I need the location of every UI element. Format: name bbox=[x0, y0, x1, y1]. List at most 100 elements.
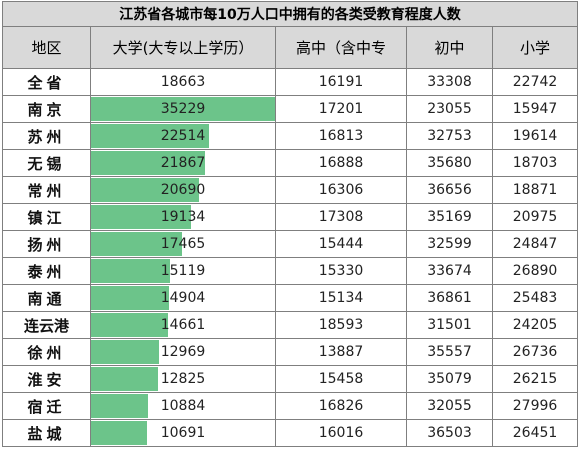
university-cell: 19134 bbox=[90, 203, 276, 231]
table-row: 镇江 19134 17308 35169 20975 bbox=[2, 203, 579, 231]
university-cell: 18663 bbox=[90, 68, 276, 96]
high-school-cell: 17308 bbox=[275, 203, 407, 231]
primary-school-cell: 18871 bbox=[491, 176, 579, 204]
university-value: 10884 bbox=[160, 398, 206, 414]
region-cell: 常州 bbox=[2, 176, 91, 204]
middle-school-cell: 35557 bbox=[406, 338, 493, 366]
header-middle-school: 初中 bbox=[406, 26, 493, 69]
high-school-cell: 18593 bbox=[275, 311, 407, 339]
table-row: 连云港 14661 18593 31501 24205 bbox=[2, 311, 579, 339]
table-row: 南通 14904 15134 36861 25483 bbox=[2, 284, 579, 312]
university-cell: 12825 bbox=[90, 365, 276, 393]
primary-school-cell: 26890 bbox=[491, 257, 579, 285]
university-value: 18663 bbox=[160, 74, 206, 90]
university-cell: 35229 bbox=[90, 95, 276, 123]
university-value: 12969 bbox=[160, 344, 206, 360]
middle-school-cell: 32599 bbox=[406, 230, 493, 258]
high-school-cell: 16813 bbox=[275, 122, 407, 150]
data-bar bbox=[91, 178, 200, 202]
high-school-cell: 15444 bbox=[275, 230, 407, 258]
high-school-cell: 16826 bbox=[275, 392, 407, 420]
table-row: 宿迁 10884 16826 32055 27996 bbox=[2, 392, 579, 420]
table-row: 泰州 15119 15330 33674 26890 bbox=[2, 257, 579, 285]
table-row: 全省 18663 16191 33308 22742 bbox=[2, 68, 579, 96]
university-value: 14661 bbox=[160, 317, 206, 333]
region-cell: 连云港 bbox=[2, 311, 91, 339]
region-cell: 南京 bbox=[2, 95, 91, 123]
middle-school-cell: 36656 bbox=[406, 176, 493, 204]
middle-school-cell: 35169 bbox=[406, 203, 493, 231]
primary-school-cell: 26736 bbox=[491, 338, 579, 366]
primary-school-cell: 24205 bbox=[491, 311, 579, 339]
high-school-cell: 15134 bbox=[275, 284, 407, 312]
university-cell: 15119 bbox=[90, 257, 276, 285]
primary-school-cell: 18703 bbox=[491, 149, 579, 177]
middle-school-cell: 32055 bbox=[406, 392, 493, 420]
middle-school-cell: 35680 bbox=[406, 149, 493, 177]
high-school-cell: 16191 bbox=[275, 68, 407, 96]
middle-school-cell: 36861 bbox=[406, 284, 493, 312]
university-cell: 21867 bbox=[90, 149, 276, 177]
university-value: 12825 bbox=[160, 371, 206, 387]
university-cell: 10884 bbox=[90, 392, 276, 420]
middle-school-cell: 33674 bbox=[406, 257, 493, 285]
data-bar bbox=[91, 394, 148, 418]
primary-school-cell: 15947 bbox=[491, 95, 579, 123]
primary-school-cell: 24847 bbox=[491, 230, 579, 258]
table-row: 盐城 10691 16016 36503 26451 bbox=[2, 419, 579, 447]
university-value: 15119 bbox=[160, 263, 206, 279]
primary-school-cell: 26215 bbox=[491, 365, 579, 393]
high-school-cell: 15330 bbox=[275, 257, 407, 285]
data-bar bbox=[91, 340, 159, 364]
middle-school-cell: 31501 bbox=[406, 311, 493, 339]
table-row: 徐州 12969 13887 35557 26736 bbox=[2, 338, 579, 366]
table-row: 扬州 17465 15444 32599 24847 bbox=[2, 230, 579, 258]
header-row: 地区 大学(大专以上学历） 高中（含中专 初中 小学 bbox=[2, 26, 579, 69]
university-value: 17465 bbox=[160, 236, 206, 252]
data-bar bbox=[91, 367, 158, 391]
primary-school-cell: 22742 bbox=[491, 68, 579, 96]
region-cell: 苏州 bbox=[2, 122, 91, 150]
region-cell: 无锡 bbox=[2, 149, 91, 177]
middle-school-cell: 36503 bbox=[406, 419, 493, 447]
high-school-cell: 16306 bbox=[275, 176, 407, 204]
university-value: 22514 bbox=[160, 128, 206, 144]
university-value: 35229 bbox=[160, 101, 206, 117]
header-high-school: 高中（含中专 bbox=[275, 26, 407, 69]
university-value: 20690 bbox=[160, 182, 206, 198]
university-value: 21867 bbox=[160, 155, 206, 171]
region-cell: 盐城 bbox=[2, 419, 91, 447]
table-row: 南京 35229 17201 23055 15947 bbox=[2, 95, 579, 123]
data-bar bbox=[91, 286, 169, 310]
data-bar bbox=[91, 421, 147, 445]
data-bar bbox=[91, 313, 168, 337]
middle-school-cell: 32753 bbox=[406, 122, 493, 150]
header-university: 大学(大专以上学历） bbox=[90, 26, 276, 69]
region-cell: 徐州 bbox=[2, 338, 91, 366]
title-row: 江苏省各城市每10万人口中拥有的各类受教育程度人数 bbox=[1, 1, 579, 27]
region-cell: 镇江 bbox=[2, 203, 91, 231]
table-row: 常州 20690 16306 36656 18871 bbox=[2, 176, 579, 204]
data-bar bbox=[91, 151, 206, 175]
university-cell: 17465 bbox=[90, 230, 276, 258]
region-cell: 扬州 bbox=[2, 230, 91, 258]
university-cell: 12969 bbox=[90, 338, 276, 366]
middle-school-cell: 23055 bbox=[406, 95, 493, 123]
high-school-cell: 16016 bbox=[275, 419, 407, 447]
data-bar bbox=[91, 97, 275, 121]
high-school-cell: 15458 bbox=[275, 365, 407, 393]
primary-school-cell: 26451 bbox=[491, 419, 579, 447]
table-title: 江苏省各城市每10万人口中拥有的各类受教育程度人数 bbox=[1, 1, 579, 27]
university-cell: 22514 bbox=[90, 122, 276, 150]
region-cell: 南通 bbox=[2, 284, 91, 312]
data-bar bbox=[91, 232, 183, 256]
region-cell: 泰州 bbox=[2, 257, 91, 285]
region-cell: 宿迁 bbox=[2, 392, 91, 420]
primary-school-cell: 27996 bbox=[491, 392, 579, 420]
education-table: 江苏省各城市每10万人口中拥有的各类受教育程度人数 地区 大学(大专以上学历） … bbox=[1, 1, 579, 447]
data-bar bbox=[91, 259, 170, 283]
university-value: 10691 bbox=[160, 425, 206, 441]
primary-school-cell: 25483 bbox=[491, 284, 579, 312]
table-row: 淮安 12825 15458 35079 26215 bbox=[2, 365, 579, 393]
